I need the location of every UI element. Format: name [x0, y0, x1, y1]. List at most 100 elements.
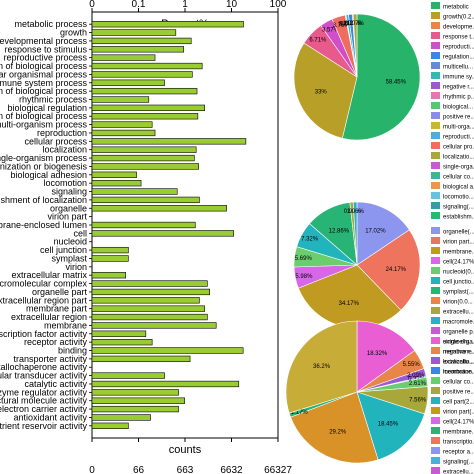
category-label: multicellular organismal process [0, 69, 87, 79]
bar [91, 104, 205, 112]
pie-slice-label: 18.45% [378, 421, 399, 427]
legend-label: reproducti... [443, 45, 474, 51]
pie-slice-label: 7.56% [409, 397, 427, 403]
category-label: cellular component organization or bioge… [0, 161, 87, 171]
pie-slice [352, 13, 358, 78]
legend-swatch [431, 427, 440, 434]
pie-chart: 18.32%5.55%2.09%0.32%2.61%7.56%18.45%29.… [285, 320, 429, 464]
category-label: organelle part [32, 287, 88, 297]
legend-swatch [431, 62, 440, 69]
category-label: virion [65, 262, 87, 272]
bars [91, 21, 247, 429]
category-label: negative regulation of biological proces… [0, 86, 87, 96]
bar [91, 297, 200, 304]
legend-swatch [431, 337, 440, 344]
pie-chart: 58.45%33%6.71%3.57%3.76%0.24%0.68%1.05%0… [293, 13, 421, 141]
category-label: immune system process [0, 78, 87, 88]
legend-label: positive re... [443, 115, 474, 121]
legend-label: cell(24.17% [443, 420, 474, 426]
pie-slice-label: 6.71% [309, 38, 327, 44]
legend-label: membrane... [443, 370, 474, 376]
legend-swatch [431, 172, 440, 179]
bar [91, 29, 177, 36]
category-label: regulation of biological process [0, 61, 87, 71]
bar [91, 372, 165, 379]
bottom-axis-ticks: 0 66 663 6632 66327 [89, 438, 292, 474]
legend-swatch [431, 457, 440, 464]
legend-label: nucleoid(0... [443, 270, 474, 276]
category-label: structural molecule activity [0, 396, 87, 406]
legend-label: response t... [443, 35, 474, 41]
pie-slice-label: 29.2% [329, 430, 347, 436]
bar [91, 380, 240, 388]
legend-label: symplast(... [443, 290, 474, 296]
pie-slice-label: 1.07% [347, 21, 365, 27]
legend-label: immune sy... [443, 75, 474, 81]
legend-label: cellular pro... [443, 145, 474, 151]
pie-slice-label: 1.17% [291, 410, 309, 416]
bottom-tick-label: 6632 [220, 465, 243, 474]
top-tick-label: 0 [89, 0, 95, 10]
legend-swatch [431, 142, 440, 149]
legend-label: localizatio... [443, 360, 474, 366]
category-label: symplast [51, 253, 87, 263]
bar [91, 46, 184, 53]
legend-label: membrane... [443, 250, 474, 256]
category-label: positive regulation of biological proces… [0, 111, 87, 121]
category-label: virion part [47, 212, 87, 222]
legend-label: cellular co... [443, 380, 474, 386]
bar [91, 422, 129, 429]
category-label: binding [58, 346, 87, 356]
category-label: rhythmic process [19, 94, 88, 104]
pie-slice-label: 36.2% [313, 364, 331, 370]
legend-swatch [431, 182, 440, 189]
category-label: single-organism process [0, 153, 87, 163]
legend-swatch [431, 247, 440, 254]
legend-swatch [431, 2, 440, 9]
bar [91, 121, 153, 128]
category-label: membrane [44, 320, 87, 330]
category-label: developmental process [0, 36, 87, 46]
bottom-tick-label: 0 [89, 465, 95, 474]
bottom-tick-label: 66 [133, 465, 145, 474]
legend-label: membrane... [443, 350, 474, 356]
legend-label: negative r... [443, 350, 474, 356]
legend-label: cellular co... [443, 175, 474, 181]
bar [91, 405, 179, 413]
category-label: signaling [51, 187, 87, 197]
legend-swatch [431, 102, 440, 109]
bar [91, 305, 205, 312]
legend-label: virion part... [443, 240, 474, 246]
bar [91, 389, 179, 396]
category-label: biological regulation [7, 103, 87, 113]
category-label: locomotion [43, 178, 87, 188]
legend-label: reproducti... [443, 135, 474, 141]
pie-slice [341, 13, 421, 141]
pie-slice-label: 1.06% [347, 209, 365, 215]
category-label: nutrient reservoir activity [0, 421, 87, 431]
category-label: localization [42, 145, 87, 155]
pie-slice-label: 17.02% [365, 229, 386, 235]
category-label: metallochaperone activity [0, 362, 87, 372]
pie-slice [356, 391, 425, 461]
bar [91, 113, 199, 120]
legend-swatch [431, 387, 440, 394]
pie-slice [285, 320, 358, 414]
pie-slice-label: 0.68% [340, 21, 358, 27]
bar [91, 87, 198, 95]
bar [91, 188, 178, 195]
pie-legend: single-orga... negative r... localizatio..… [431, 337, 474, 474]
pie-slice-label: 58.45% [386, 80, 407, 86]
legend-label: establishm... [443, 215, 474, 221]
legend-swatch [431, 72, 440, 79]
category-label: multi-organism process [0, 120, 87, 130]
bar [91, 37, 192, 45]
bar [91, 205, 227, 212]
legend-swatch [431, 277, 440, 284]
bar [91, 79, 165, 86]
legend-label: organelle(... [443, 230, 474, 236]
legend-label: extracellu... [443, 340, 474, 346]
pie-chart: 17.02% 24.17% 34.17% 5.98% 5.69% 7.32% 12.86% 0… [293, 201, 421, 329]
legend-swatch [431, 122, 440, 129]
